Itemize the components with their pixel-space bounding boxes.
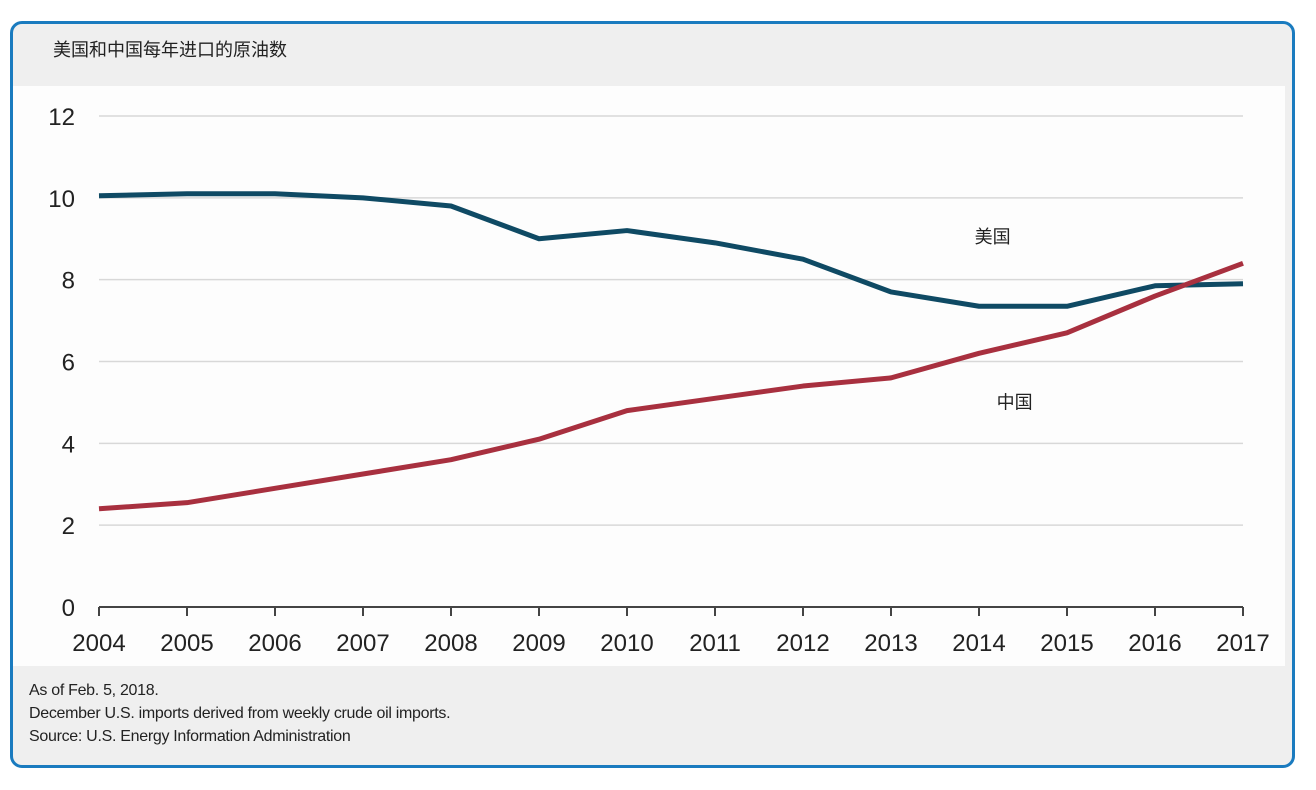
footer-note: December U.S. imports derived from weekl… [29,705,451,722]
x-tick-label: 2015 [1040,630,1093,657]
x-tick-label: 2006 [248,630,301,657]
chart-title: 美国和中国每年进口的原油数 [53,40,287,61]
x-tick-label: 2009 [512,630,565,657]
x-tick-label: 2012 [776,630,829,657]
y-tick-label: 4 [62,431,75,458]
footer-date: As of Feb. 5, 2018. [29,682,159,699]
y-tick-label: 2 [62,513,75,540]
y-tick-labels: 0 2 4 6 8 10 12 [48,104,75,622]
series-lines [98,191,1244,512]
y-tick-label: 12 [48,104,75,131]
x-tick-label: 2016 [1128,630,1181,657]
x-tick-label: 2014 [952,630,1005,657]
x-tick-label: 2005 [160,630,213,657]
series-label-us: 美国 [975,227,1011,248]
x-axis [98,606,1244,616]
x-tick-label: 2008 [424,630,477,657]
footer-source: Source: U.S. Energy Information Administ… [29,728,351,745]
x-tick-labels: 2004 2005 2006 2007 2008 2009 2010 2011 2012 2013… [72,630,1269,657]
gridlines [99,115,1243,526]
chart-footer: As of Feb. 5, 2018. December U.S. import… [29,679,451,748]
series-line-china [98,260,1244,512]
y-tick-label: 0 [62,595,75,622]
x-tick-label: 2007 [336,630,389,657]
y-tick-label: 10 [48,186,75,213]
y-tick-label: 6 [62,350,75,377]
x-tick-label: 2013 [864,630,917,657]
y-tick-label: 8 [62,268,75,295]
series-line-us [98,191,1244,309]
plot-area [13,86,1285,666]
series-label-china: 中国 [997,393,1033,414]
x-tick-label: 2017 [1216,630,1269,657]
x-tick-label: 2004 [72,630,125,657]
x-tick-label: 2011 [689,630,741,657]
chart-card: 美国和中国每年进口的原油数 0 2 4 6 8 10 12 2004 2005 2006 2007… [10,21,1295,768]
x-tick-label: 2010 [600,630,653,657]
